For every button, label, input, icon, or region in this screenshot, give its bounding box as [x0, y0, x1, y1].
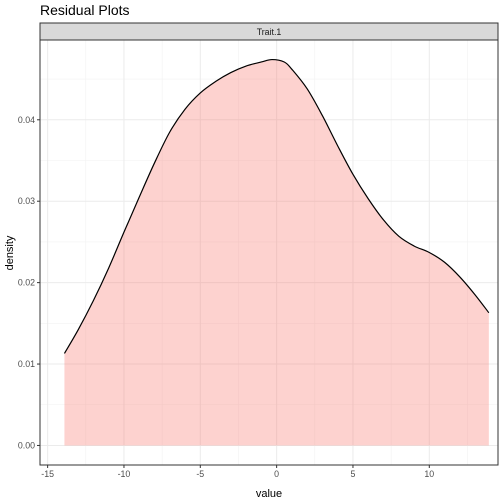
- x-axis: -15 -10 -5 0 5 10: [41, 465, 434, 479]
- y-tick-label: 0.01: [18, 359, 35, 369]
- y-tick-label: 0.04: [18, 115, 35, 125]
- panel-border: [39, 39, 499, 466]
- x-tick-label: -15: [41, 469, 54, 479]
- y-tick-label: 0.03: [18, 196, 35, 206]
- chart-title: Residual Plots: [40, 2, 130, 18]
- x-tick-label: -10: [118, 469, 131, 479]
- x-tick-label: -5: [196, 469, 204, 479]
- minor-grid: [40, 40, 498, 465]
- facet-label: Trait.1: [257, 27, 282, 37]
- x-axis-title: value: [256, 488, 282, 500]
- y-tick-label: 0.02: [18, 278, 35, 288]
- plot-panel: [40, 40, 498, 465]
- x-tick-label: 10: [424, 469, 434, 479]
- density-area: [64, 59, 489, 446]
- density-line: [63, 58, 490, 354]
- density-marks: [63, 58, 490, 446]
- x-tick-label: 0: [274, 469, 279, 479]
- major-grid: [40, 40, 498, 465]
- y-axis: 0.00 0.01 0.02 0.03 0.04: [18, 115, 40, 450]
- y-tick-label: 0.00: [18, 440, 35, 450]
- y-axis-title: density: [4, 235, 16, 270]
- x-tick-label: 5: [351, 469, 356, 479]
